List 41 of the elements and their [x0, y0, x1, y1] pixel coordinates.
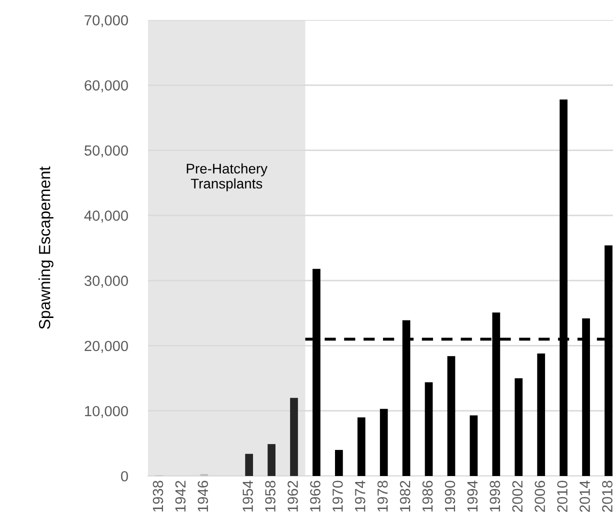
x-tick-label: 1994: [467, 480, 478, 512]
x-tick-label: 1982: [400, 480, 410, 512]
y-tick-label: 40,000: [84, 210, 128, 223]
x-tick-label: 1986: [422, 480, 433, 512]
bar: [357, 417, 366, 476]
x-tick-label: 1970: [332, 480, 343, 512]
x-tick-label: 1958: [265, 480, 276, 512]
y-tick-label: 0: [121, 471, 128, 482]
x-tick-label: 1990: [444, 480, 456, 512]
x-tick-label: 2018: [602, 480, 612, 512]
x-tick-label: 1962: [288, 480, 298, 512]
x-tick-label: 2006: [534, 480, 546, 512]
y-tick-label: 60,000: [84, 80, 128, 92]
bar: [335, 450, 343, 476]
x-tick-label: 2014: [580, 480, 590, 512]
bar: [447, 356, 456, 476]
x-tick-label: 2002: [512, 480, 523, 512]
y-tick-label: 30,000: [84, 276, 128, 288]
y-tick-label: 20,000: [84, 340, 128, 353]
x-tick-label: 1946: [198, 480, 208, 512]
x-tick-label: 1938: [152, 480, 164, 512]
x-tick-label: 1974: [354, 480, 366, 512]
band-label: Pre-Hatchery Transplants: [186, 163, 268, 192]
bar: [470, 415, 478, 476]
y-axis-title: Spawning Escapement: [38, 166, 54, 329]
x-tick-label: 1954: [242, 480, 253, 512]
y-tick-label: 10,000: [85, 406, 128, 418]
bar: [514, 378, 523, 476]
x-tick-label: 1978: [377, 480, 388, 512]
bar: [537, 354, 546, 476]
bar: [290, 398, 298, 476]
bar: [245, 454, 254, 476]
bar: [380, 408, 388, 476]
x-tick-label: 2010: [557, 480, 568, 512]
y-tick-label: 50,000: [84, 145, 128, 158]
y-tick-label: 70,000: [84, 15, 128, 28]
x-tick-label: 1966: [310, 480, 320, 512]
x-tick-label: 1942: [175, 480, 186, 512]
bar: [424, 382, 433, 476]
bar: [268, 444, 276, 476]
x-tick-label: 1998: [490, 480, 500, 512]
